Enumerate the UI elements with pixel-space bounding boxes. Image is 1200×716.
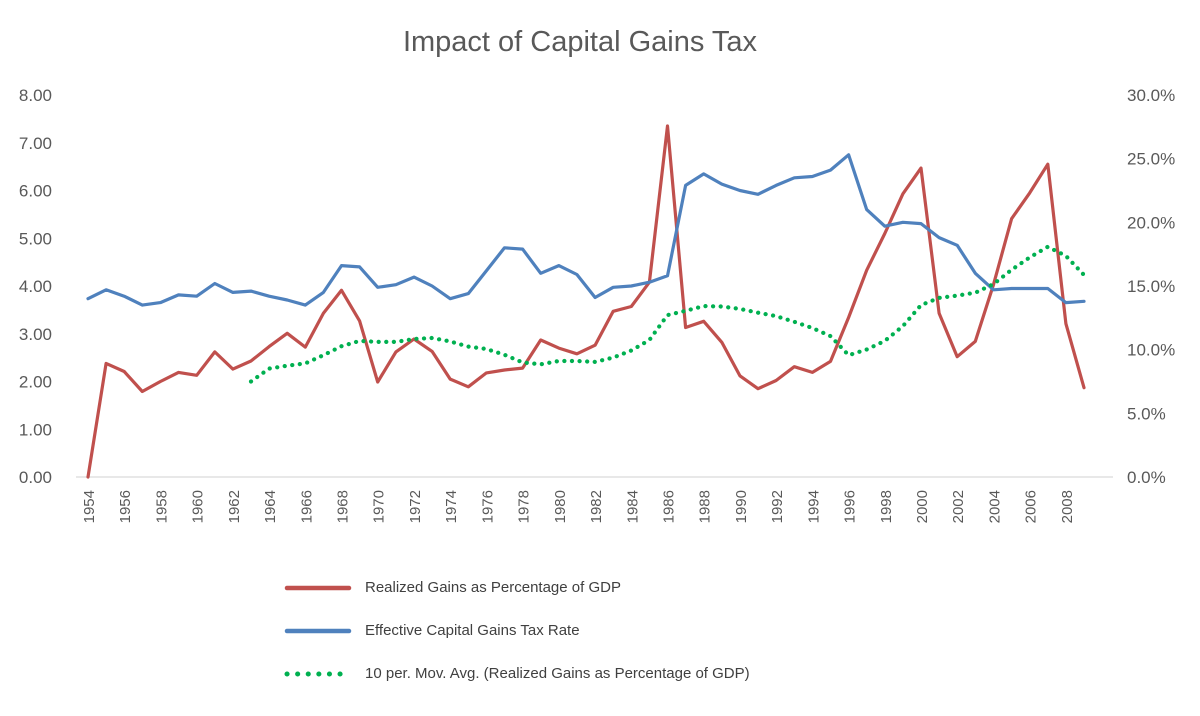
left-axis-tick-label: 5.00	[19, 229, 52, 248]
series-line-3	[248, 244, 1087, 384]
legend-item-2: Effective Capital Gains Tax Rate	[284, 609, 750, 652]
left-axis-tick-label: 0.00	[19, 468, 52, 487]
x-axis-tick-label: 1984	[624, 490, 641, 523]
legend-swatch-dotted-line-icon	[284, 671, 352, 676]
x-axis-tick-label: 1976	[479, 490, 496, 523]
series-line-2	[86, 153, 1086, 307]
x-axis-tick-label: 1962	[226, 490, 243, 523]
series-line-1	[86, 124, 1086, 479]
x-axis-tick-label: 2000	[914, 490, 931, 523]
x-axis-tick-label: 2008	[1059, 490, 1076, 523]
x-axis-tick-label: 1964	[262, 490, 279, 523]
legend-label: 10 per. Mov. Avg. (Realized Gains as Per…	[365, 665, 750, 682]
legend-item-1: Realized Gains as Percentage of GDP	[284, 566, 750, 609]
right-axis-tick-label: 25.0%	[1127, 150, 1175, 169]
x-axis-tick-label: 1992	[769, 490, 786, 523]
legend-swatch-solid-line-icon	[284, 628, 352, 633]
x-axis-tick-label: 1966	[298, 490, 315, 523]
x-axis-tick-label: 1998	[878, 490, 895, 523]
line-chart: 0.00 1.00 2.00 3.00 4.00 5.00 6.00 7.00 8.00 0.0%…	[19, 86, 1175, 523]
x-axis-tick-label: 1986	[660, 490, 677, 523]
left-axis-tick-label: 1.00	[19, 420, 52, 439]
left-axis-tick-label: 6.00	[19, 182, 52, 201]
x-axis-tick-label: 1954	[81, 490, 98, 523]
left-axis-tick-label: 3.00	[19, 325, 52, 344]
x-axis-tick-label: 1970	[371, 490, 388, 523]
x-axis-tick-label: 1980	[552, 490, 569, 523]
x-axis-tick-label: 1988	[697, 490, 714, 523]
right-axis-tick-label: 20.0%	[1127, 213, 1175, 232]
legend-label: Effective Capital Gains Tax Rate	[365, 622, 580, 639]
legend-swatch-solid-line-icon	[284, 585, 352, 590]
x-axis-tick-label: 1978	[516, 490, 533, 523]
x-axis-tick-label: 1956	[117, 490, 134, 523]
x-axis-tick-label: 2002	[950, 490, 967, 523]
x-axis-tick-label: 1972	[407, 490, 424, 523]
right-axis-tick-label: 5.0%	[1127, 404, 1166, 423]
left-axis-tick-label: 7.00	[19, 134, 52, 153]
left-axis-tick-label: 8.00	[19, 86, 52, 105]
x-axis-tick-label: 1968	[335, 490, 352, 523]
x-axis-tick-label: 1996	[842, 490, 859, 523]
right-axis-tick-label: 10.0%	[1127, 341, 1175, 360]
x-axis-tick-label: 1994	[805, 490, 822, 523]
x-axis-tick-label: 2004	[986, 490, 1003, 523]
x-axis-tick-label: 1982	[588, 490, 605, 523]
x-axis-tick-label: 1960	[190, 490, 207, 523]
legend-item-3: 10 per. Mov. Avg. (Realized Gains as Per…	[284, 652, 750, 695]
x-axis-tick-label: 2006	[1023, 490, 1040, 523]
x-axis-tick-label: 1958	[153, 490, 170, 523]
right-axis-tick-label: 15.0%	[1127, 277, 1175, 296]
left-axis-tick-label: 2.00	[19, 373, 52, 392]
right-axis-tick-label: 0.0%	[1127, 468, 1166, 487]
chart-legend: Realized Gains as Percentage of GDP Effec…	[284, 566, 750, 695]
chart-title: Impact of Capital Gains Tax	[402, 26, 758, 58]
right-axis-tick-label: 30.0%	[1127, 86, 1175, 105]
x-axis-tick-label: 1990	[733, 490, 750, 523]
x-axis-tick-label: 1974	[443, 490, 460, 523]
left-axis-tick-label: 4.00	[19, 277, 52, 296]
legend-label: Realized Gains as Percentage of GDP	[365, 579, 621, 596]
